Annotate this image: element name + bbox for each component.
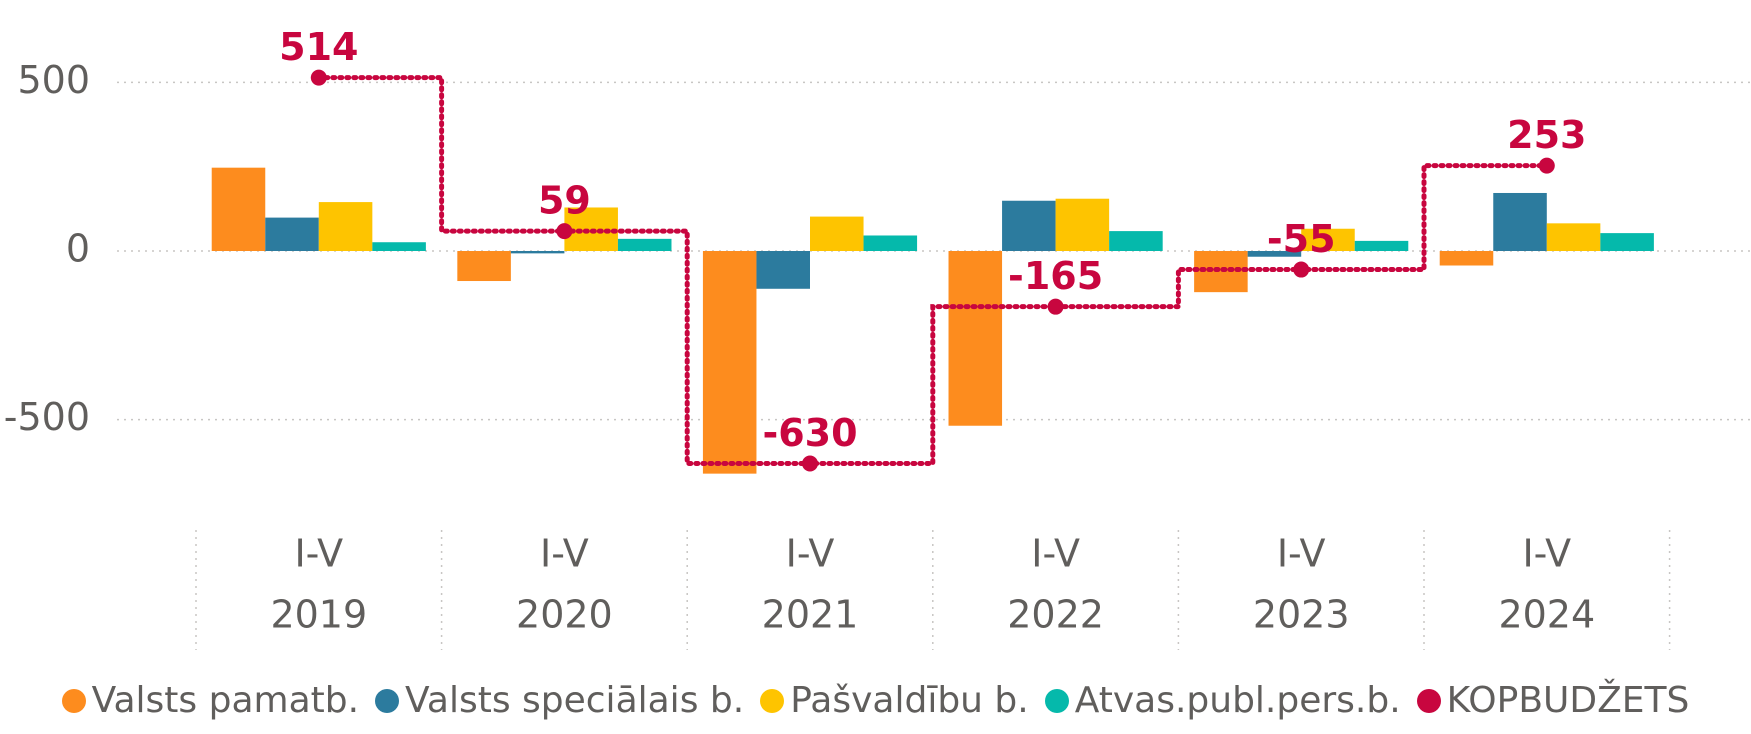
- legend-item: Pašvaldību b.: [760, 680, 1029, 721]
- bar: [1600, 233, 1654, 251]
- x-tick-label: 2024: [1498, 593, 1595, 637]
- x-tick-label: 2021: [762, 593, 859, 637]
- y-tick-label: 500: [17, 58, 90, 102]
- data-label: 59: [538, 179, 591, 223]
- y-tick-label: -500: [4, 395, 90, 439]
- legend-marker: [61, 688, 86, 713]
- legend-item: Atvas.publ.pers.b.: [1044, 680, 1401, 721]
- line-point: [1293, 261, 1310, 278]
- bar: [948, 251, 1003, 426]
- bar: [756, 251, 810, 289]
- data-label: -630: [762, 411, 857, 455]
- legend-marker: [375, 688, 400, 713]
- bar: [1301, 228, 1355, 251]
- line-point: [802, 455, 818, 472]
- legend-label: Atvas.publ.pers.b.: [1074, 680, 1401, 721]
- x-tick-label: 2023: [1253, 593, 1350, 637]
- bar: [1493, 192, 1547, 251]
- y-tick-label: 0: [66, 227, 90, 271]
- legend-marker: [1044, 688, 1069, 713]
- data-label: -165: [1008, 254, 1103, 298]
- legend-label: KOPBUDŽETS: [1446, 680, 1690, 721]
- legend-item: Valsts pamatb.: [61, 680, 360, 721]
- bar: [211, 167, 266, 251]
- bar: [1354, 240, 1409, 251]
- legend-item: KOPBUDŽETS: [1416, 680, 1690, 721]
- x-tick-label: I-V: [1031, 532, 1080, 576]
- chart: -500 0 500 I-V 2019 I-V 2020 I-V 2021 I-V 2022 I-V 2…: [4, 25, 1751, 650]
- line-point: [1047, 298, 1064, 315]
- bar: [1002, 200, 1056, 251]
- x-tick-label: I-V: [540, 532, 589, 576]
- legend-marker: [1416, 688, 1441, 713]
- x-tick-label: I-V: [786, 532, 835, 576]
- legend-label: Pašvaldību b.: [790, 680, 1029, 721]
- bar: [1546, 223, 1601, 251]
- bar: [810, 216, 864, 251]
- bar: [372, 242, 426, 251]
- bar: [1247, 251, 1302, 257]
- data-label: -55: [1267, 217, 1336, 261]
- legend-label: Valsts speciālais b.: [405, 680, 745, 721]
- x-tick-label: I-V: [1522, 532, 1571, 576]
- x-tick-label: I-V: [1277, 532, 1326, 576]
- bar: [702, 251, 757, 474]
- data-label: 514: [279, 25, 358, 69]
- x-tick-label: 2020: [516, 593, 613, 637]
- bar: [617, 238, 672, 251]
- legend-marker: [760, 688, 785, 713]
- legend-label: Valsts pamatb.: [91, 680, 360, 721]
- step-line: [316, 75, 1550, 467]
- legend: Valsts pamatb. Valsts speciālais b. Pašval…: [0, 680, 1751, 721]
- x-tick-label: I-V: [294, 532, 343, 576]
- bar: [265, 217, 319, 251]
- bar: [318, 202, 373, 251]
- bar: [510, 251, 565, 254]
- data-label: 253: [1507, 113, 1586, 157]
- bar: [457, 251, 511, 282]
- line-point: [1538, 157, 1555, 174]
- bar: [1055, 198, 1110, 251]
- line-point: [556, 223, 573, 240]
- bar: [863, 235, 918, 251]
- bar: [1439, 251, 1494, 266]
- line-point: [310, 69, 327, 86]
- x-tick-label: 2019: [270, 593, 367, 637]
- legend-item: Valsts speciālais b.: [375, 680, 744, 721]
- x-tick-label: 2022: [1007, 593, 1104, 637]
- bar: [1109, 231, 1163, 251]
